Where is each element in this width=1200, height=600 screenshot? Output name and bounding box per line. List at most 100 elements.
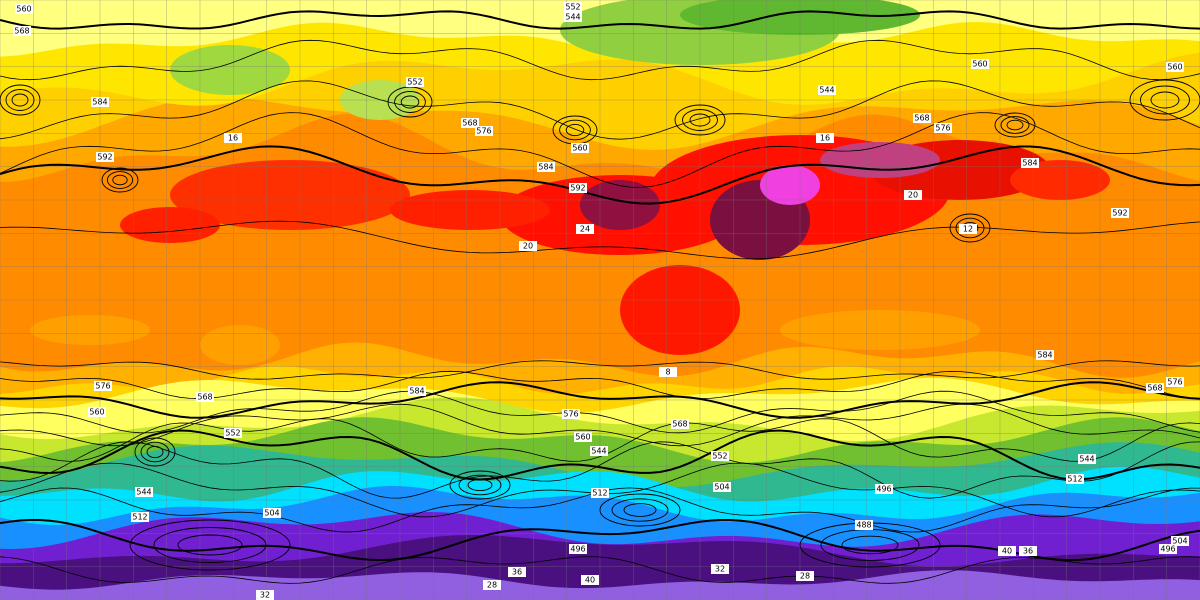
contour-label: 576 xyxy=(563,410,578,419)
height-contour xyxy=(0,418,1200,462)
label-box xyxy=(263,508,281,518)
temperature-label: 36 xyxy=(512,568,522,577)
label-box xyxy=(91,97,109,107)
contour-label: 488 xyxy=(856,521,871,530)
contour-label: 544 xyxy=(591,447,606,456)
label-box xyxy=(135,487,153,497)
contour-label: 504 xyxy=(264,509,279,518)
contour-label: 552 xyxy=(565,3,580,12)
closed-contour xyxy=(1000,116,1030,134)
contour-label: 568 xyxy=(672,420,687,429)
temperature-label: 32 xyxy=(260,591,270,600)
closed-contour xyxy=(5,89,35,111)
temperature-label: 16 xyxy=(820,134,830,143)
hot-blob xyxy=(820,142,940,178)
label-box xyxy=(562,409,580,419)
closed-contour xyxy=(565,123,585,137)
temperature-label: 24 xyxy=(580,225,590,234)
closed-contour xyxy=(394,91,426,113)
label-box xyxy=(875,484,893,494)
contour-label: 512 xyxy=(592,489,607,498)
closed-contour xyxy=(140,441,170,463)
closed-contour xyxy=(146,445,164,459)
contour-label: 512 xyxy=(1067,475,1082,484)
contour-label: 560 xyxy=(89,408,104,417)
label-box xyxy=(659,367,677,377)
height-contour xyxy=(0,381,1200,419)
closed-contour xyxy=(559,119,591,141)
closed-contour xyxy=(1150,91,1180,109)
label-box xyxy=(537,162,555,172)
contour-label: 592 xyxy=(1112,209,1127,218)
contour-label: 584 xyxy=(1037,351,1052,360)
contour-label: 576 xyxy=(935,124,950,133)
height-contour xyxy=(0,441,1200,499)
closed-contour xyxy=(106,171,134,189)
height-contour xyxy=(0,429,1200,481)
label-box xyxy=(88,407,106,417)
label-box xyxy=(13,26,31,36)
label-box xyxy=(1078,454,1096,464)
temperature-label: 32 xyxy=(715,565,725,574)
label-box xyxy=(15,4,33,14)
contour-label: 552 xyxy=(225,429,240,438)
contour-label: 552 xyxy=(712,452,727,461)
closed-contour xyxy=(955,217,985,239)
label-box xyxy=(711,564,729,574)
contour-label: 568 xyxy=(197,393,212,402)
label-box xyxy=(196,392,214,402)
temperature-label: 28 xyxy=(487,581,497,590)
contour-label: 496 xyxy=(1160,545,1175,554)
closed-contour xyxy=(134,437,176,467)
label-box xyxy=(1066,474,1084,484)
contour-label: 544 xyxy=(1079,455,1094,464)
contour-label: 504 xyxy=(714,483,729,492)
contour-label: 576 xyxy=(95,382,110,391)
label-box xyxy=(591,488,609,498)
temperature-label: 20 xyxy=(908,191,918,200)
label-box xyxy=(959,224,977,234)
contour-label: 584 xyxy=(409,387,424,396)
contour-label: 568 xyxy=(1147,384,1162,393)
height-contour xyxy=(0,145,1200,205)
contour-label: 544 xyxy=(819,86,834,95)
label-box xyxy=(508,567,526,577)
hot-blob xyxy=(200,325,280,365)
height-contour xyxy=(0,556,1200,584)
label-box xyxy=(569,183,587,193)
temperature-label: 40 xyxy=(585,576,595,585)
label-box xyxy=(224,428,242,438)
label-box xyxy=(483,580,501,590)
hot-blob xyxy=(1010,160,1110,200)
hot-blob xyxy=(120,207,220,243)
label-box xyxy=(96,152,114,162)
contour-label: 552 xyxy=(407,78,422,87)
closed-contour xyxy=(467,478,493,492)
cold-blob xyxy=(170,45,290,95)
closed-contour xyxy=(0,84,41,116)
height-contour xyxy=(0,390,1200,434)
label-box xyxy=(998,546,1016,556)
closed-contour xyxy=(458,474,502,496)
label-box xyxy=(590,446,608,456)
closed-contour xyxy=(400,95,420,109)
contour-label: 592 xyxy=(570,184,585,193)
label-box xyxy=(569,544,587,554)
label-box xyxy=(1159,544,1177,554)
contour-label: 584 xyxy=(1022,159,1037,168)
label-box xyxy=(1019,546,1037,556)
contour-label: 544 xyxy=(565,13,580,22)
label-box xyxy=(256,590,274,600)
closed-contour xyxy=(611,498,669,522)
contour-label: 504 xyxy=(1172,537,1187,546)
closed-contour xyxy=(689,113,711,127)
label-box xyxy=(408,386,426,396)
label-box xyxy=(1036,350,1054,360)
contour-label: 560 xyxy=(1167,63,1182,72)
contour-label: 592 xyxy=(97,153,112,162)
contour-labels: 560 5525445685845925525685765605845925605… xyxy=(13,2,1189,600)
temperature-label: 16 xyxy=(228,134,238,143)
closed-contour xyxy=(623,503,657,517)
label-box xyxy=(913,113,931,123)
